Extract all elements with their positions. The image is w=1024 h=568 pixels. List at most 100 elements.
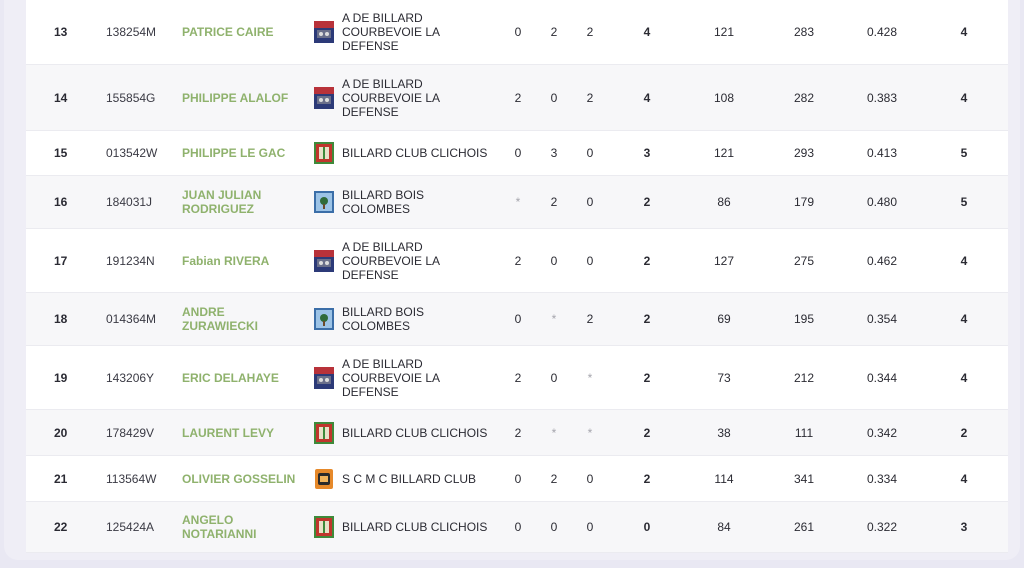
licence-cell: 138254M	[106, 25, 157, 39]
club-name: BILLARD CLUB CLICHOIS	[342, 425, 488, 440]
points-scored-cell: 84	[717, 520, 731, 534]
club-cell: A DE BILLARD COURBEVOIE LA DEFENSE	[314, 11, 492, 53]
ranking-table: 13 138254M PATRICE CAIRE A DE BILLARD COURB…	[26, 0, 1008, 553]
club-cell: BILLARD BOIS COLOMBES	[314, 188, 492, 216]
licence-cell: 155854G	[106, 90, 156, 105]
licence-cell: 013542W	[106, 146, 158, 160]
result-w-cell: 2	[514, 370, 522, 385]
club-name: BILLARD CLUB CLICHOIS	[342, 520, 488, 534]
result-d-cell: 3	[550, 146, 558, 160]
rank-cell: 20	[54, 425, 68, 440]
table-row: 22 125424A ANGELO NOTARIANNI BILLARD CLUB C…	[26, 502, 1008, 553]
rank-cell: 22	[54, 520, 68, 534]
club-name: BILLARD CLUB CLICHOIS	[342, 146, 488, 160]
result-d-cell: 0	[550, 90, 558, 105]
result-w-cell: 2	[514, 90, 522, 105]
result-w-cell: 0	[514, 520, 522, 534]
rank-cell: 15	[54, 146, 68, 160]
average-cell: 0.344	[866, 370, 898, 385]
points-cell: 2	[643, 195, 651, 209]
club-cell: BILLARD CLUB CLICHOIS	[314, 421, 492, 444]
best-series-cell: 4	[960, 370, 968, 385]
table-row: 15 013542W PHILIPPE LE GAC BILLARD CLUB CLI…	[26, 131, 1008, 176]
innings-cell: 179	[793, 195, 815, 209]
rank-cell: 21	[54, 471, 68, 486]
result-w-cell: 0	[514, 25, 522, 39]
best-series-cell: 4	[960, 312, 968, 326]
player-name-link[interactable]: PATRICE CAIRE	[182, 25, 274, 39]
innings-cell: 293	[793, 146, 815, 160]
result-d-cell: 2	[550, 195, 558, 209]
result-d-cell: *	[551, 425, 557, 440]
club-name: S C M C BILLARD CLUB	[342, 471, 477, 486]
average-cell: 0.334	[866, 471, 898, 486]
result-l-cell: 0	[586, 520, 594, 534]
rank-cell: 17	[54, 253, 68, 268]
points-cell: 2	[643, 253, 651, 268]
result-d-cell: 0	[550, 520, 558, 534]
innings-cell: 111	[794, 425, 814, 440]
best-series-cell: 4	[960, 253, 968, 268]
licence-cell: 184031J	[106, 195, 153, 209]
licence-cell: 014364M	[106, 312, 157, 326]
table-row: 16 184031J JUAN JULIAN RODRIGUEZ BILLARD BO…	[26, 176, 1008, 229]
club-cell: BILLARD CLUB CLICHOIS	[314, 516, 492, 538]
best-series-cell: 4	[960, 471, 968, 486]
points-cell: 0	[643, 520, 651, 534]
player-name-link[interactable]: PHILIPPE ALALOF	[182, 90, 289, 105]
club-cell: A DE BILLARD COURBEVOIE LA DEFENSE	[314, 357, 492, 399]
points-scored-cell: 121	[713, 25, 735, 39]
points-cell: 4	[643, 90, 651, 105]
result-w-cell: 0	[514, 471, 522, 486]
player-name-link[interactable]: ANGELO NOTARIANNI	[182, 513, 257, 541]
licence-cell: 191234N	[106, 253, 155, 268]
licence-cell: 113564W	[106, 471, 157, 486]
average-cell: 0.462	[866, 253, 898, 268]
club-cell: BILLARD CLUB CLICHOIS	[314, 142, 492, 164]
club-cell: S C M C BILLARD CLUB	[314, 468, 492, 490]
result-l-cell: *	[587, 370, 593, 385]
innings-cell: 282	[793, 90, 815, 105]
result-d-cell: 0	[550, 253, 558, 268]
table-row: 13 138254M PATRICE CAIRE A DE BILLARD COURB…	[26, 0, 1008, 65]
player-name-link[interactable]: OLIVIER GOSSELIN	[182, 471, 296, 486]
result-l-cell: *	[587, 425, 593, 440]
player-name-link[interactable]: ERIC DELAHAYE	[182, 370, 279, 385]
points-scored-cell: 108	[713, 90, 735, 105]
result-d-cell: 0	[550, 370, 558, 385]
points-cell: 2	[643, 425, 651, 440]
club-name: A DE BILLARD COURBEVOIE LA DEFENSE	[342, 11, 440, 53]
player-name-link[interactable]: LAURENT LEVY	[182, 425, 275, 440]
innings-cell: 283	[793, 25, 815, 39]
average-cell: 0.322	[866, 520, 898, 534]
courbevoie-logo	[314, 366, 334, 389]
result-l-cell: 0	[586, 146, 594, 160]
table-row: 19 143206Y ERIC DELAHAYE A DE BILLARD COURB…	[26, 346, 1008, 410]
innings-cell: 261	[793, 520, 815, 534]
average-cell: 0.354	[866, 312, 898, 326]
club-name: BILLARD BOIS COLOMBES	[342, 188, 425, 216]
courbevoie-logo	[314, 86, 334, 109]
average-cell: 0.413	[866, 146, 898, 160]
player-name-link[interactable]: JUAN JULIAN RODRIGUEZ	[182, 188, 262, 216]
result-l-cell: 2	[586, 25, 594, 39]
player-name-link[interactable]: PHILIPPE LE GAC	[182, 146, 286, 160]
player-name-link[interactable]: ANDRE ZURAWIECKI	[182, 305, 258, 333]
rank-cell: 13	[54, 25, 68, 39]
club-name: A DE BILLARD COURBEVOIE LA DEFENSE	[342, 239, 440, 282]
best-series-cell: 5	[960, 195, 968, 209]
courbevoie-logo	[314, 249, 334, 272]
club-cell: BILLARD BOIS COLOMBES	[314, 305, 492, 333]
table-row: 20 178429V LAURENT LEVY BILLARD CLUB CLICHO…	[26, 410, 1008, 456]
clichois-logo	[314, 421, 334, 444]
average-cell: 0.428	[866, 25, 898, 39]
licence-cell: 178429V	[106, 425, 155, 440]
player-name-link[interactable]: Fabian RIVERA	[182, 253, 270, 268]
innings-cell: 212	[793, 370, 815, 385]
points-cell: 2	[643, 471, 651, 486]
clichois-logo	[314, 516, 334, 538]
rank-cell: 19	[54, 370, 68, 385]
result-d-cell: *	[551, 312, 557, 326]
result-l-cell: 0	[586, 471, 594, 486]
club-name: A DE BILLARD COURBEVOIE LA DEFENSE	[342, 356, 440, 399]
